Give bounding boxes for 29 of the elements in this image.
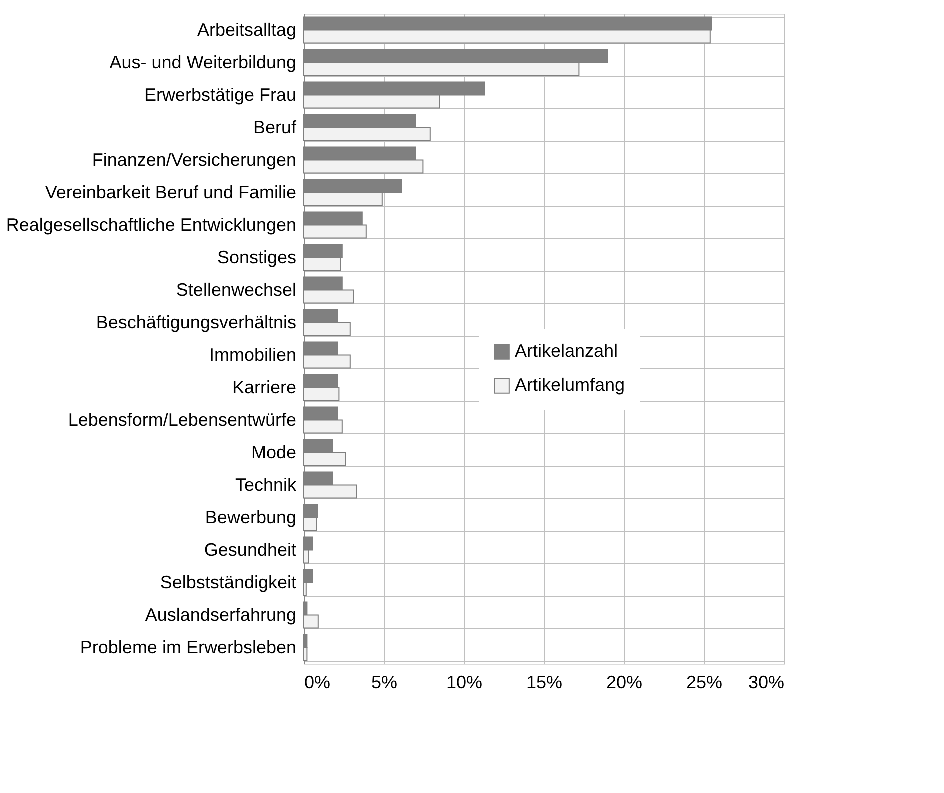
x-tick-label: 5% bbox=[371, 672, 398, 692]
x-tick-label: 10% bbox=[446, 672, 483, 692]
x-tick-label: 0% bbox=[304, 672, 331, 692]
y-tick-label: Mode bbox=[251, 442, 296, 462]
y-tick-label: Realgesellschaftliche Entwicklungen bbox=[6, 214, 296, 235]
x-tick-label: 30% bbox=[748, 672, 784, 692]
y-tick-label: Immobilien bbox=[209, 344, 296, 365]
y-tick-label: Erwerbstätige Frau bbox=[144, 84, 296, 105]
y-tick-label: Arbeitsalltag bbox=[197, 20, 296, 40]
legend-label: Artikelanzahl bbox=[515, 341, 618, 361]
y-tick-label: Stellenwechsel bbox=[176, 280, 296, 300]
y-tick-label: Auslandserfahrung bbox=[145, 604, 296, 625]
y-tick-label: Sonstiges bbox=[217, 247, 296, 268]
y-tick-label: Gesundheit bbox=[204, 540, 296, 560]
y-tick-label: Karriere bbox=[232, 377, 296, 398]
y-tick-label: Selbstständigkeit bbox=[160, 572, 296, 592]
y-tick-label: Technik bbox=[235, 474, 298, 495]
y-tick-label: Beruf bbox=[253, 117, 298, 138]
y-tick-label: Vereinbarkeit Beruf und Familie bbox=[45, 182, 296, 202]
legend-label: Artikelumfang bbox=[515, 375, 626, 395]
y-tick-label: Lebensform/Lebensentwürfe bbox=[68, 410, 296, 430]
y-tick-label: Probleme im Erwerbsleben bbox=[80, 637, 296, 658]
x-tick-label: 20% bbox=[606, 672, 643, 692]
y-tick-label: Bewerbung bbox=[205, 507, 296, 528]
x-tick-label: 25% bbox=[686, 672, 723, 692]
y-tick-label: Finanzen/Versicherungen bbox=[92, 150, 296, 170]
y-tick-label: Beschäftigungsverhältnis bbox=[96, 312, 296, 332]
y-tick-label: Aus- und Weiterbildung bbox=[110, 52, 296, 72]
x-tick-label: 15% bbox=[526, 672, 563, 692]
